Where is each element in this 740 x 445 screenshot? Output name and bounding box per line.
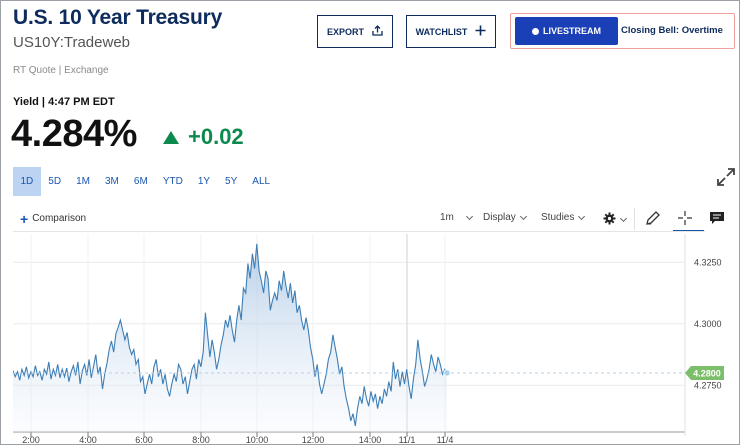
range-tab-1d[interactable]: 1D xyxy=(13,167,41,196)
export-label: EXPORT xyxy=(326,26,364,37)
live-show-link[interactable]: Closing Bell: Overtime xyxy=(621,25,723,36)
price-change: +0.02 xyxy=(163,124,244,150)
x-tick-label: 14:00 xyxy=(359,435,382,445)
range-tab-5y[interactable]: 5Y xyxy=(225,176,238,187)
y-tick-label: 4.2750 xyxy=(694,380,722,390)
watchlist-label: WATCHLIST xyxy=(415,26,468,37)
x-tick-label: 11/4 xyxy=(437,435,454,445)
expand-icon[interactable] xyxy=(716,167,736,187)
studies-dropdown[interactable]: Studies xyxy=(541,212,586,223)
x-tick-label: 12:00 xyxy=(302,435,325,445)
y-tick-label: 4.3250 xyxy=(694,257,722,267)
x-tick-label: 4:00 xyxy=(79,435,97,445)
livestream-label: LIVESTREAM xyxy=(542,26,601,36)
current-value-dot xyxy=(443,369,451,377)
gear-icon xyxy=(603,212,616,228)
current-value-badge: 4.2800 xyxy=(685,365,724,380)
x-tick-label: 8:00 xyxy=(192,435,210,445)
settings-dropdown[interactable] xyxy=(603,212,628,228)
crosshair-icon[interactable] xyxy=(676,209,694,227)
y-tick-label: 4.3000 xyxy=(694,319,722,329)
x-tick-label: 10:00 xyxy=(246,435,269,445)
plus-icon xyxy=(475,25,486,38)
display-dropdown[interactable]: Display xyxy=(483,212,527,223)
x-tick-label: 11/1 xyxy=(399,435,416,445)
toolbar-divider xyxy=(634,208,635,230)
range-tab-1y[interactable]: 1Y xyxy=(197,176,211,187)
range-tab-3m[interactable]: 3M xyxy=(105,176,119,187)
range-tab-ytd[interactable]: YTD xyxy=(162,176,183,187)
price-value: 4.284% xyxy=(11,113,137,155)
x-tick-label: 2:00 xyxy=(22,435,40,445)
chart-area-fill xyxy=(13,243,447,432)
toolbar-divider-line xyxy=(13,231,705,232)
live-dot-icon xyxy=(531,27,539,35)
range-tab-1m[interactable]: 1M xyxy=(76,176,90,187)
yield-chart[interactable]: 2:00 4:00 6:00 8:00 10:00 12:00 14:00 11/1 11/4 … xyxy=(13,234,737,445)
plus-icon: + xyxy=(20,210,29,227)
range-tab-all[interactable]: ALL xyxy=(252,176,271,187)
x-tick-label: 6:00 xyxy=(135,435,153,445)
change-value: +0.02 xyxy=(188,124,244,149)
range-tab-5d[interactable]: 5D xyxy=(48,176,62,187)
chart-series-line xyxy=(13,243,448,427)
up-arrow-icon xyxy=(163,130,179,144)
watchlist-button[interactable]: WATCHLIST xyxy=(406,15,496,48)
chevron-down-icon xyxy=(465,212,473,220)
studies-label: Studies xyxy=(541,212,575,223)
display-label: Display xyxy=(483,212,516,223)
page-title: U.S. 10 Year Treasury xyxy=(13,6,223,29)
quote-source: RT Quote | Exchange xyxy=(13,65,109,76)
interval-dropdown[interactable]: 1m xyxy=(440,212,473,223)
comment-icon[interactable] xyxy=(708,209,726,227)
interval-label: 1m xyxy=(440,212,454,223)
livestream-panel: LIVESTREAM Closing Bell: Overtime xyxy=(510,13,735,49)
yield-timestamp: Yield | 4:47 PM EDT xyxy=(13,96,115,108)
comparison-button[interactable]: + Comparison xyxy=(20,210,87,227)
current-value-text: 4.2800 xyxy=(693,368,721,378)
range-tab-6m[interactable]: 6M xyxy=(133,176,148,187)
pencil-icon[interactable] xyxy=(644,209,662,227)
chevron-down-icon xyxy=(619,214,628,223)
livestream-button[interactable]: LIVESTREAM xyxy=(515,17,618,45)
symbol-label: US10Y:Tradeweb xyxy=(13,34,131,51)
export-icon xyxy=(372,25,383,38)
chevron-down-icon xyxy=(519,212,527,220)
chevron-down-icon xyxy=(578,212,586,220)
current-value-badge-bg xyxy=(685,365,724,380)
export-button[interactable]: EXPORT xyxy=(317,15,393,48)
comparison-label: Comparison xyxy=(32,213,87,224)
time-range-tabs: 1D 5D 1M 3M 6M YTD 1Y 5Y ALL xyxy=(13,167,278,196)
